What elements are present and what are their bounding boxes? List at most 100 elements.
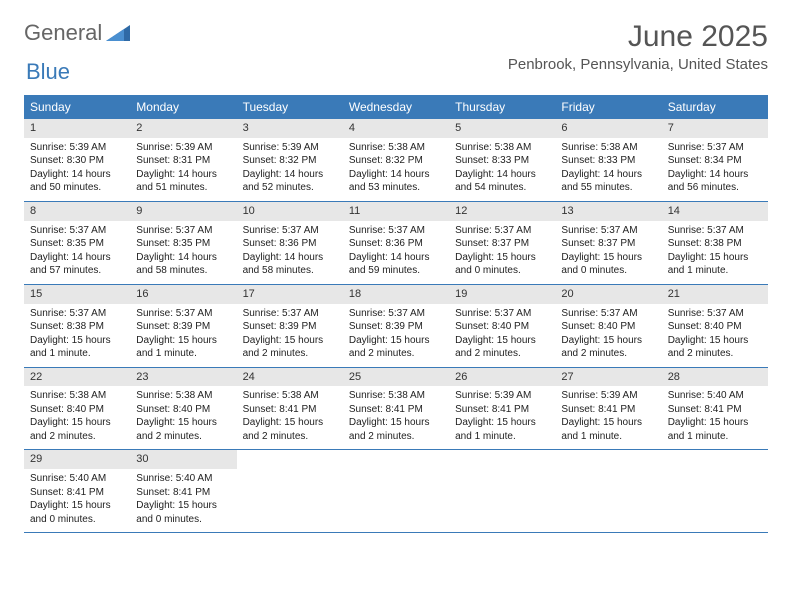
day-number: 29: [24, 450, 130, 469]
sunset-line: Sunset: 8:31 PM: [136, 154, 230, 168]
sunrise-line: Sunrise: 5:37 AM: [561, 307, 655, 321]
day-cell: 14Sunrise: 5:37 AMSunset: 8:38 PMDayligh…: [662, 202, 768, 284]
day-content: Sunrise: 5:37 AMSunset: 8:34 PMDaylight:…: [662, 138, 768, 201]
empty-cell: [343, 450, 449, 532]
daylight-line: Daylight: 15 hours and 2 minutes.: [455, 334, 549, 361]
weeks-container: 1Sunrise: 5:39 AMSunset: 8:30 PMDaylight…: [24, 119, 768, 533]
sunrise-line: Sunrise: 5:39 AM: [136, 141, 230, 155]
day-cell: 19Sunrise: 5:37 AMSunset: 8:40 PMDayligh…: [449, 285, 555, 367]
day-number: 23: [130, 368, 236, 387]
sunset-line: Sunset: 8:37 PM: [455, 237, 549, 251]
day-cell: 1Sunrise: 5:39 AMSunset: 8:30 PMDaylight…: [24, 119, 130, 201]
day-cell: 11Sunrise: 5:37 AMSunset: 8:36 PMDayligh…: [343, 202, 449, 284]
day-content: Sunrise: 5:37 AMSunset: 8:36 PMDaylight:…: [237, 221, 343, 284]
day-number: 10: [237, 202, 343, 221]
day-content: Sunrise: 5:37 AMSunset: 8:36 PMDaylight:…: [343, 221, 449, 284]
sunrise-line: Sunrise: 5:37 AM: [30, 307, 124, 321]
day-cell: 12Sunrise: 5:37 AMSunset: 8:37 PMDayligh…: [449, 202, 555, 284]
day-cell: 3Sunrise: 5:39 AMSunset: 8:32 PMDaylight…: [237, 119, 343, 201]
dow-cell: Saturday: [662, 95, 768, 119]
sunset-line: Sunset: 8:41 PM: [243, 403, 337, 417]
day-content: Sunrise: 5:37 AMSunset: 8:39 PMDaylight:…: [130, 304, 236, 367]
dow-cell: Tuesday: [237, 95, 343, 119]
day-content: Sunrise: 5:37 AMSunset: 8:40 PMDaylight:…: [662, 304, 768, 367]
sunset-line: Sunset: 8:33 PM: [561, 154, 655, 168]
day-content: Sunrise: 5:38 AMSunset: 8:33 PMDaylight:…: [449, 138, 555, 201]
sunset-line: Sunset: 8:36 PM: [243, 237, 337, 251]
daylight-line: Daylight: 15 hours and 0 minutes.: [136, 499, 230, 526]
daylight-line: Daylight: 15 hours and 1 minute.: [668, 416, 762, 443]
sunset-line: Sunset: 8:37 PM: [561, 237, 655, 251]
daylight-line: Daylight: 15 hours and 1 minute.: [455, 416, 549, 443]
day-number: 5: [449, 119, 555, 138]
day-cell: 10Sunrise: 5:37 AMSunset: 8:36 PMDayligh…: [237, 202, 343, 284]
daylight-line: Daylight: 15 hours and 1 minute.: [30, 334, 124, 361]
daylight-line: Daylight: 15 hours and 2 minutes.: [243, 334, 337, 361]
sunrise-line: Sunrise: 5:40 AM: [30, 472, 124, 486]
day-cell: 25Sunrise: 5:38 AMSunset: 8:41 PMDayligh…: [343, 368, 449, 450]
day-content: Sunrise: 5:38 AMSunset: 8:41 PMDaylight:…: [343, 386, 449, 449]
day-number: 9: [130, 202, 236, 221]
sunrise-line: Sunrise: 5:39 AM: [455, 389, 549, 403]
calendar: SundayMondayTuesdayWednesdayThursdayFrid…: [24, 95, 768, 533]
sunset-line: Sunset: 8:40 PM: [668, 320, 762, 334]
day-number: 11: [343, 202, 449, 221]
day-content: Sunrise: 5:39 AMSunset: 8:32 PMDaylight:…: [237, 138, 343, 201]
sunset-line: Sunset: 8:39 PM: [243, 320, 337, 334]
day-cell: 28Sunrise: 5:40 AMSunset: 8:41 PMDayligh…: [662, 368, 768, 450]
daylight-line: Daylight: 15 hours and 1 minute.: [561, 416, 655, 443]
day-content: Sunrise: 5:39 AMSunset: 8:41 PMDaylight:…: [555, 386, 661, 449]
sunrise-line: Sunrise: 5:38 AM: [136, 389, 230, 403]
day-cell: 20Sunrise: 5:37 AMSunset: 8:40 PMDayligh…: [555, 285, 661, 367]
sunset-line: Sunset: 8:41 PM: [668, 403, 762, 417]
sunrise-line: Sunrise: 5:39 AM: [30, 141, 124, 155]
day-cell: 30Sunrise: 5:40 AMSunset: 8:41 PMDayligh…: [130, 450, 236, 532]
day-content: Sunrise: 5:39 AMSunset: 8:30 PMDaylight:…: [24, 138, 130, 201]
sunrise-line: Sunrise: 5:37 AM: [30, 224, 124, 238]
day-cell: 29Sunrise: 5:40 AMSunset: 8:41 PMDayligh…: [24, 450, 130, 532]
day-content: Sunrise: 5:38 AMSunset: 8:40 PMDaylight:…: [130, 386, 236, 449]
day-number: 24: [237, 368, 343, 387]
sunset-line: Sunset: 8:38 PM: [668, 237, 762, 251]
day-cell: 27Sunrise: 5:39 AMSunset: 8:41 PMDayligh…: [555, 368, 661, 450]
day-cell: 26Sunrise: 5:39 AMSunset: 8:41 PMDayligh…: [449, 368, 555, 450]
daylight-line: Daylight: 14 hours and 53 minutes.: [349, 168, 443, 195]
day-content: Sunrise: 5:37 AMSunset: 8:40 PMDaylight:…: [449, 304, 555, 367]
daylight-line: Daylight: 14 hours and 51 minutes.: [136, 168, 230, 195]
day-number: 25: [343, 368, 449, 387]
day-number: 16: [130, 285, 236, 304]
day-cell: 23Sunrise: 5:38 AMSunset: 8:40 PMDayligh…: [130, 368, 236, 450]
day-content: Sunrise: 5:38 AMSunset: 8:41 PMDaylight:…: [237, 386, 343, 449]
sunset-line: Sunset: 8:36 PM: [349, 237, 443, 251]
sunrise-line: Sunrise: 5:37 AM: [136, 307, 230, 321]
sunset-line: Sunset: 8:41 PM: [349, 403, 443, 417]
day-cell: 6Sunrise: 5:38 AMSunset: 8:33 PMDaylight…: [555, 119, 661, 201]
sunrise-line: Sunrise: 5:37 AM: [243, 307, 337, 321]
sunrise-line: Sunrise: 5:37 AM: [455, 307, 549, 321]
sunrise-line: Sunrise: 5:37 AM: [349, 307, 443, 321]
sunset-line: Sunset: 8:40 PM: [30, 403, 124, 417]
daylight-line: Daylight: 15 hours and 2 minutes.: [243, 416, 337, 443]
day-content: Sunrise: 5:37 AMSunset: 8:37 PMDaylight:…: [449, 221, 555, 284]
empty-cell: [662, 450, 768, 532]
daylight-line: Daylight: 15 hours and 2 minutes.: [668, 334, 762, 361]
day-of-week-header: SundayMondayTuesdayWednesdayThursdayFrid…: [24, 95, 768, 119]
daylight-line: Daylight: 14 hours and 59 minutes.: [349, 251, 443, 278]
sunrise-line: Sunrise: 5:37 AM: [668, 141, 762, 155]
logo: General: [24, 20, 134, 46]
daylight-line: Daylight: 14 hours and 52 minutes.: [243, 168, 337, 195]
day-content: Sunrise: 5:37 AMSunset: 8:35 PMDaylight:…: [24, 221, 130, 284]
day-cell: 5Sunrise: 5:38 AMSunset: 8:33 PMDaylight…: [449, 119, 555, 201]
sunset-line: Sunset: 8:35 PM: [136, 237, 230, 251]
sunrise-line: Sunrise: 5:38 AM: [349, 141, 443, 155]
sunset-line: Sunset: 8:40 PM: [455, 320, 549, 334]
day-content: Sunrise: 5:37 AMSunset: 8:40 PMDaylight:…: [555, 304, 661, 367]
sunrise-line: Sunrise: 5:37 AM: [668, 224, 762, 238]
day-number: 18: [343, 285, 449, 304]
daylight-line: Daylight: 14 hours and 56 minutes.: [668, 168, 762, 195]
sunrise-line: Sunrise: 5:37 AM: [349, 224, 443, 238]
sunset-line: Sunset: 8:41 PM: [136, 486, 230, 500]
location: Penbrook, Pennsylvania, United States: [508, 56, 768, 73]
daylight-line: Daylight: 15 hours and 1 minute.: [136, 334, 230, 361]
daylight-line: Daylight: 14 hours and 58 minutes.: [243, 251, 337, 278]
